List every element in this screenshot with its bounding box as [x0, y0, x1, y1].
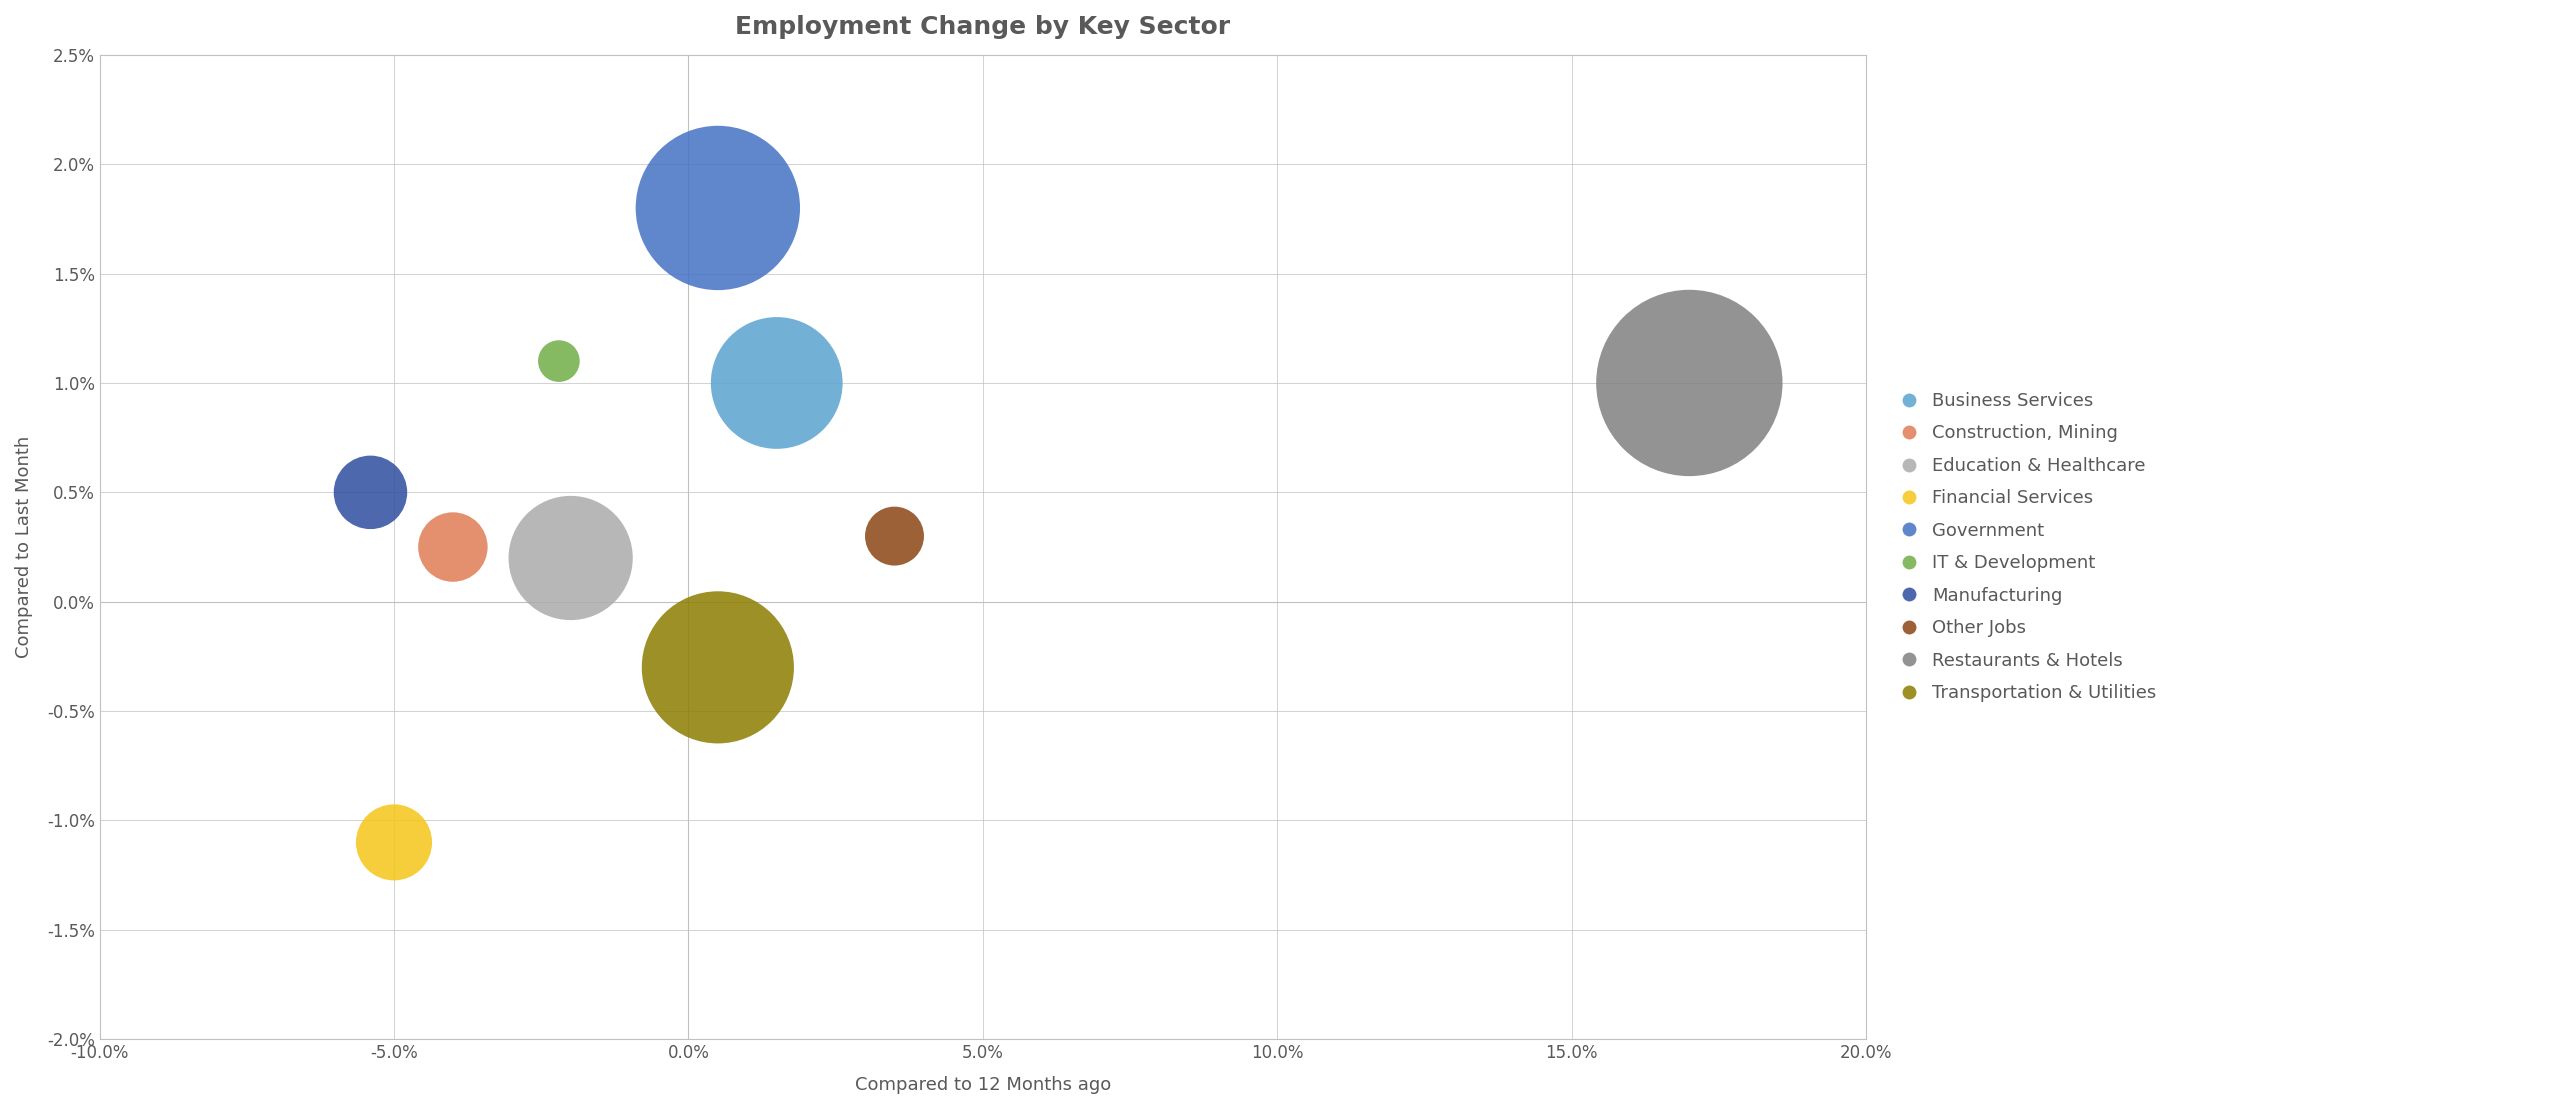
Title: Employment Change by Key Sector: Employment Change by Key Sector [736, 16, 1229, 39]
X-axis label: Compared to 12 Months ago: Compared to 12 Months ago [854, 1076, 1111, 1093]
Construction, Mining [431, 538, 472, 556]
Y-axis label: Compared to Last Month: Compared to Last Month [15, 436, 33, 658]
Business Services [757, 374, 798, 391]
Education & Healthcare [549, 549, 590, 567]
IT & Development [539, 353, 580, 370]
Government [698, 200, 739, 217]
Legend: Business Services, Construction, Mining, Education & Healthcare, Financial Servi: Business Services, Construction, Mining,… [1894, 385, 2163, 710]
Manufacturing [349, 484, 390, 501]
Transportation & Utilities [698, 659, 739, 676]
Other Jobs [875, 527, 916, 545]
Restaurants & Hotels [1668, 374, 1709, 391]
Financial Services [375, 834, 416, 852]
